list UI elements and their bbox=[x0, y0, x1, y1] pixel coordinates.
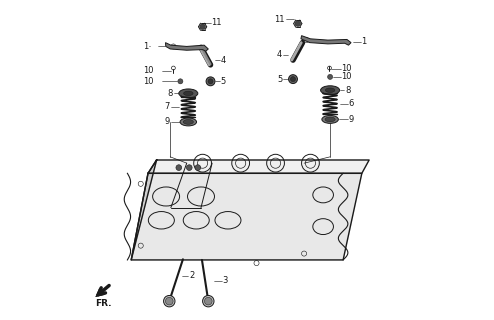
Ellipse shape bbox=[183, 120, 193, 124]
Text: 1: 1 bbox=[143, 42, 149, 51]
Circle shape bbox=[200, 24, 206, 30]
Polygon shape bbox=[131, 160, 157, 260]
Polygon shape bbox=[165, 43, 208, 51]
Polygon shape bbox=[131, 173, 362, 260]
Ellipse shape bbox=[325, 117, 335, 122]
Circle shape bbox=[328, 74, 332, 79]
Text: 8: 8 bbox=[167, 89, 173, 98]
Text: 4: 4 bbox=[221, 56, 226, 65]
Text: 10: 10 bbox=[341, 64, 352, 74]
Circle shape bbox=[178, 79, 183, 84]
Text: 8: 8 bbox=[345, 86, 350, 95]
Circle shape bbox=[208, 79, 213, 84]
Text: 7: 7 bbox=[165, 102, 170, 111]
Ellipse shape bbox=[184, 91, 193, 96]
Text: 10: 10 bbox=[143, 77, 154, 86]
Circle shape bbox=[304, 37, 309, 43]
Text: 5: 5 bbox=[221, 77, 226, 86]
Circle shape bbox=[206, 77, 215, 86]
Text: 11: 11 bbox=[275, 15, 285, 24]
Text: 11: 11 bbox=[211, 18, 222, 27]
Circle shape bbox=[186, 165, 192, 171]
Ellipse shape bbox=[179, 89, 198, 98]
Circle shape bbox=[203, 295, 214, 307]
Circle shape bbox=[288, 75, 297, 84]
Circle shape bbox=[165, 297, 173, 305]
Text: 4: 4 bbox=[277, 50, 282, 59]
Text: 1: 1 bbox=[361, 37, 367, 46]
Polygon shape bbox=[148, 160, 369, 173]
Text: 9: 9 bbox=[165, 117, 170, 126]
Text: 10: 10 bbox=[143, 66, 154, 75]
Ellipse shape bbox=[321, 86, 340, 95]
Circle shape bbox=[295, 21, 301, 27]
Circle shape bbox=[205, 297, 212, 305]
Text: 2: 2 bbox=[189, 271, 194, 280]
Text: 9: 9 bbox=[348, 115, 353, 124]
Circle shape bbox=[290, 76, 295, 82]
Ellipse shape bbox=[326, 88, 335, 92]
Ellipse shape bbox=[322, 116, 338, 124]
Text: 6: 6 bbox=[348, 99, 354, 108]
Text: 5: 5 bbox=[278, 75, 283, 84]
Circle shape bbox=[195, 165, 201, 171]
Circle shape bbox=[164, 295, 175, 307]
Text: FR.: FR. bbox=[95, 299, 112, 308]
Circle shape bbox=[176, 165, 182, 171]
Polygon shape bbox=[301, 36, 351, 45]
Ellipse shape bbox=[180, 118, 197, 126]
Text: 10: 10 bbox=[341, 72, 352, 81]
Circle shape bbox=[171, 44, 176, 49]
Text: 3: 3 bbox=[222, 276, 228, 285]
